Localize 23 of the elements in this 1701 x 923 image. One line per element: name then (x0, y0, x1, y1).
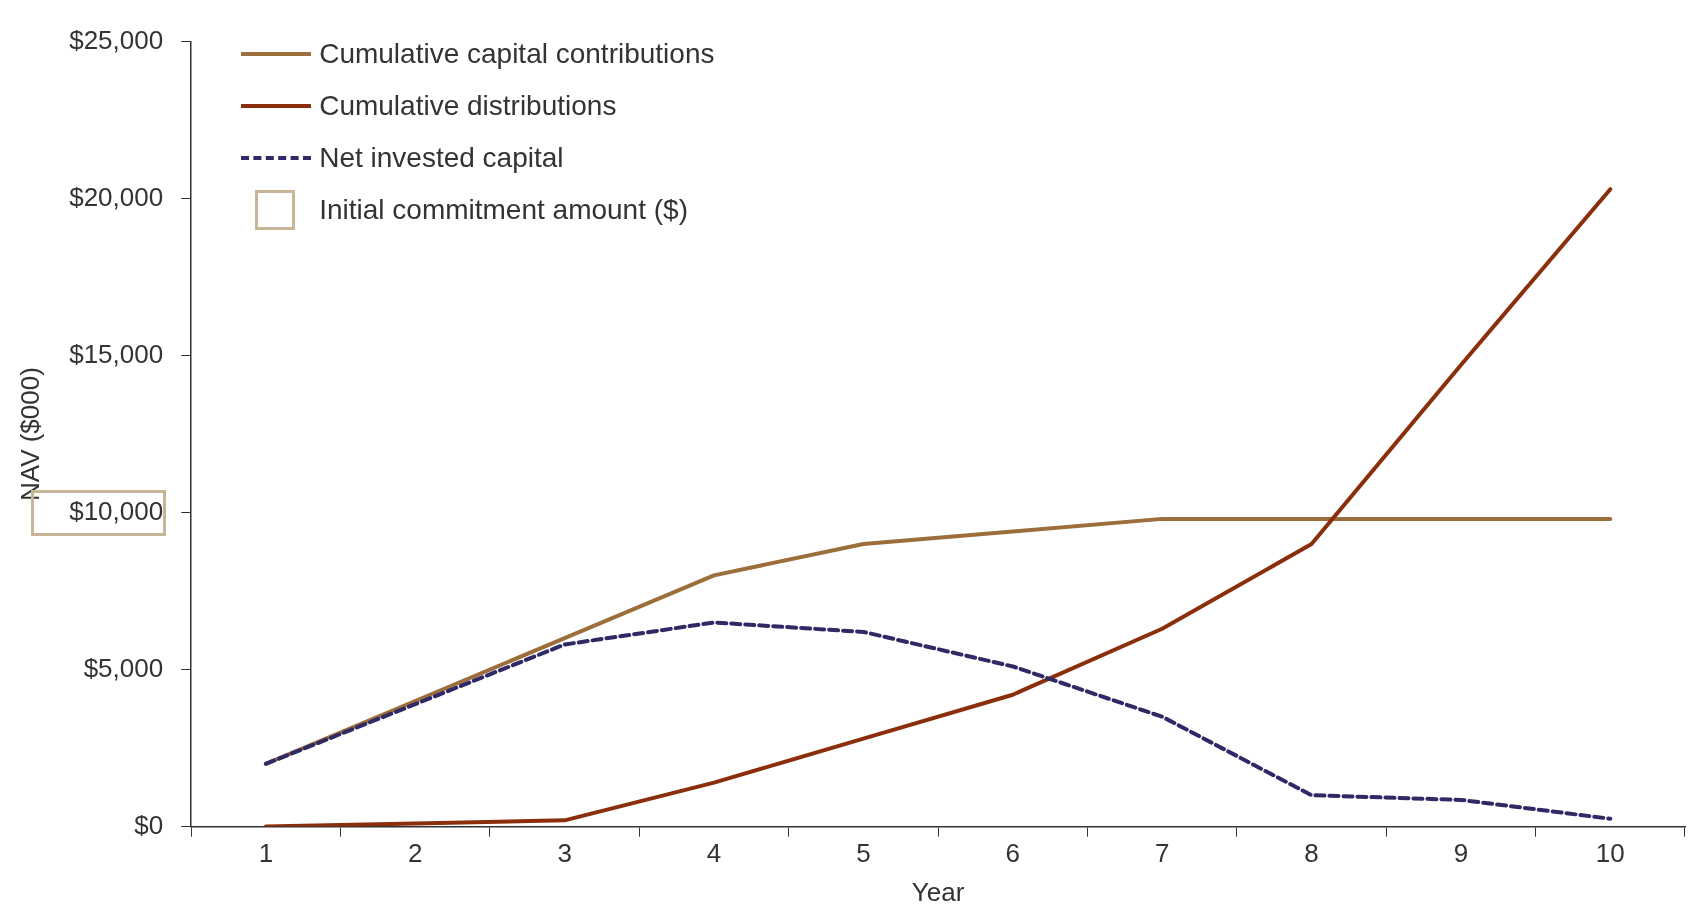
y-tick-label: $5,000 (83, 652, 164, 683)
legend-label: Cumulative capital contributions (319, 36, 715, 71)
y-tick-label: $25,000 (69, 24, 164, 55)
legend-label: Net invested capital (319, 140, 564, 175)
y-axis-title: NAV ($000) (14, 367, 45, 502)
x-tick-label: 7 (1154, 838, 1170, 869)
y-tick-label: $0 (134, 809, 164, 840)
x-tick-label: 3 (557, 838, 572, 869)
x-tick-label: 4 (706, 838, 722, 869)
x-tick-label: 10 (1595, 838, 1625, 869)
x-tick-label: 2 (408, 838, 423, 869)
y-tick-label: $10,000 (69, 495, 164, 526)
x-tick-label: 8 (1304, 838, 1319, 869)
x-tick-label: 6 (1005, 838, 1021, 869)
y-tick-label: $15,000 (69, 338, 164, 369)
x-axis-title: Year (911, 876, 965, 907)
y-tick-label: $20,000 (69, 181, 164, 212)
legend-label: Cumulative distributions (319, 88, 617, 123)
x-tick-label: 1 (258, 838, 274, 869)
annotation: Initial commitment amount ($) (319, 192, 688, 227)
line-series (263, 620, 1613, 821)
x-tick-label: 9 (1453, 838, 1469, 869)
x-tick-label: 5 (856, 838, 871, 869)
